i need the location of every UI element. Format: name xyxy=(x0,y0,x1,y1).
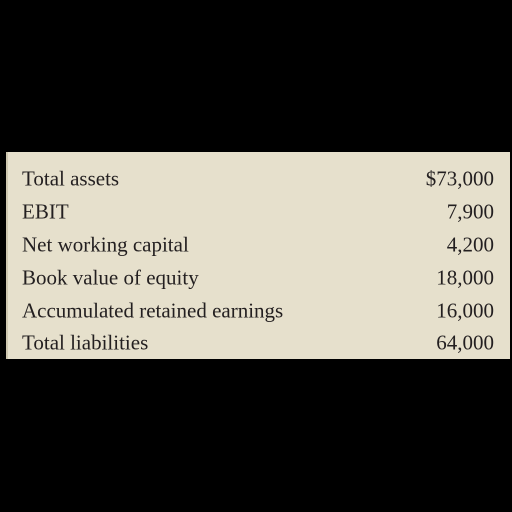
table-row: Total assets $73,000 xyxy=(8,162,510,195)
table-row: Accumulated retained earnings 16,000 xyxy=(8,294,510,327)
row-label: EBIT xyxy=(22,199,69,223)
row-label: Net working capital xyxy=(22,232,189,256)
row-value: 64,000 xyxy=(436,330,494,354)
row-value: 16,000 xyxy=(436,298,494,322)
row-value: 4,200 xyxy=(446,232,494,256)
row-value: $73,000 xyxy=(425,166,494,190)
financial-data-table: Total assets $73,000 EBIT 7,900 Net work… xyxy=(6,152,510,359)
table-row: Total liabilities 64,000 xyxy=(8,326,510,359)
table-row: Book value of equity 18,000 xyxy=(8,261,510,294)
row-label: Total assets xyxy=(22,166,120,190)
row-label: Accumulated retained earnings xyxy=(22,298,284,322)
table-row: EBIT 7,900 xyxy=(8,195,510,228)
row-label: Total liabilities xyxy=(22,330,149,354)
row-value: 18,000 xyxy=(436,265,494,289)
row-value: 7,900 xyxy=(446,199,494,223)
row-label: Book value of equity xyxy=(22,265,199,289)
table-row: Net working capital 4,200 xyxy=(8,228,510,261)
